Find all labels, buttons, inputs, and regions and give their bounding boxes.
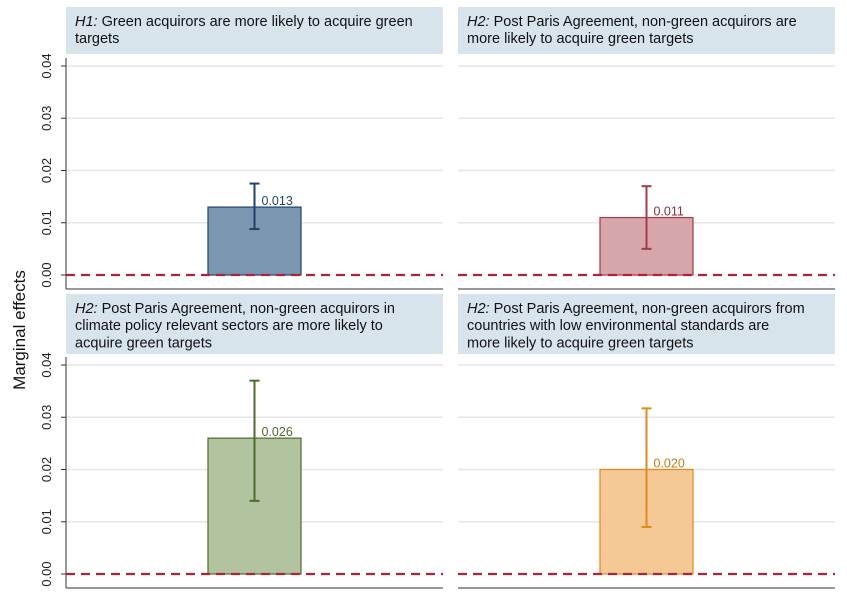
y-tick-label: 0.00: [39, 262, 54, 287]
panel-title-line: targets: [75, 31, 119, 47]
panel-title-text: Post Paris Agreement, non-green acquiror…: [490, 14, 797, 30]
hypothesis-tag: H1:: [75, 14, 98, 30]
panel-title-background: [66, 294, 443, 354]
y-tick-label: 0.01: [39, 210, 54, 235]
hypothesis-tag: H2:: [75, 301, 98, 317]
value-label: 0.011: [654, 205, 684, 219]
y-tick-label: 0.01: [39, 509, 54, 534]
hypothesis-tag: H2:: [467, 301, 490, 317]
panels: H1: Green acquirors are more likely to a…: [39, 7, 835, 589]
hypothesis-tag: H2:: [467, 14, 490, 30]
panel-title-line: more likely to acquire green targets: [467, 335, 693, 351]
y-tick-label: 0.04: [39, 352, 54, 377]
panel-title-text: Post Paris Agreement, non-green acquiror…: [490, 301, 805, 317]
value-label: 0.026: [262, 425, 293, 439]
panel-3: H2: Post Paris Agreement, non-green acqu…: [39, 294, 443, 589]
panel-title-line: H1: Green acquirors are more likely to a…: [75, 14, 413, 30]
y-tick-label: 0.03: [39, 106, 54, 131]
panel-2: H2: Post Paris Agreement, non-green acqu…: [458, 7, 835, 290]
y-tick-label: 0.02: [39, 158, 54, 183]
y-tick-label: 0.04: [39, 53, 54, 78]
panel-title-text: Post Paris Agreement, non-green acquiror…: [98, 301, 395, 317]
panel-title-line: H2: Post Paris Agreement, non-green acqu…: [467, 14, 797, 30]
panel-title-line: countries with low environmental standar…: [467, 318, 769, 334]
panel-title-line: acquire green targets: [75, 335, 212, 351]
panel-4: H2: Post Paris Agreement, non-green acqu…: [458, 294, 835, 589]
panel-title-line: H2: Post Paris Agreement, non-green acqu…: [75, 301, 395, 317]
value-label: 0.020: [654, 457, 685, 471]
value-label: 0.013: [262, 194, 293, 208]
y-axis-label: Marginal effects: [10, 270, 29, 390]
panel-title-line: more likely to acquire green targets: [467, 31, 693, 47]
panel-title-background: [458, 294, 835, 354]
panel-1: H1: Green acquirors are more likely to a…: [39, 7, 443, 290]
panel-title-line: H2: Post Paris Agreement, non-green acqu…: [467, 301, 805, 317]
y-tick-label: 0.00: [39, 561, 54, 586]
panel-title-background: [66, 7, 443, 54]
y-tick-label: 0.03: [39, 405, 54, 430]
panel-title-background: [458, 7, 835, 54]
y-tick-label: 0.02: [39, 457, 54, 482]
panel-title-text: Green acquirors are more likely to acqui…: [98, 14, 413, 30]
panel-title-line: climate policy relevant sectors are more…: [75, 318, 383, 334]
